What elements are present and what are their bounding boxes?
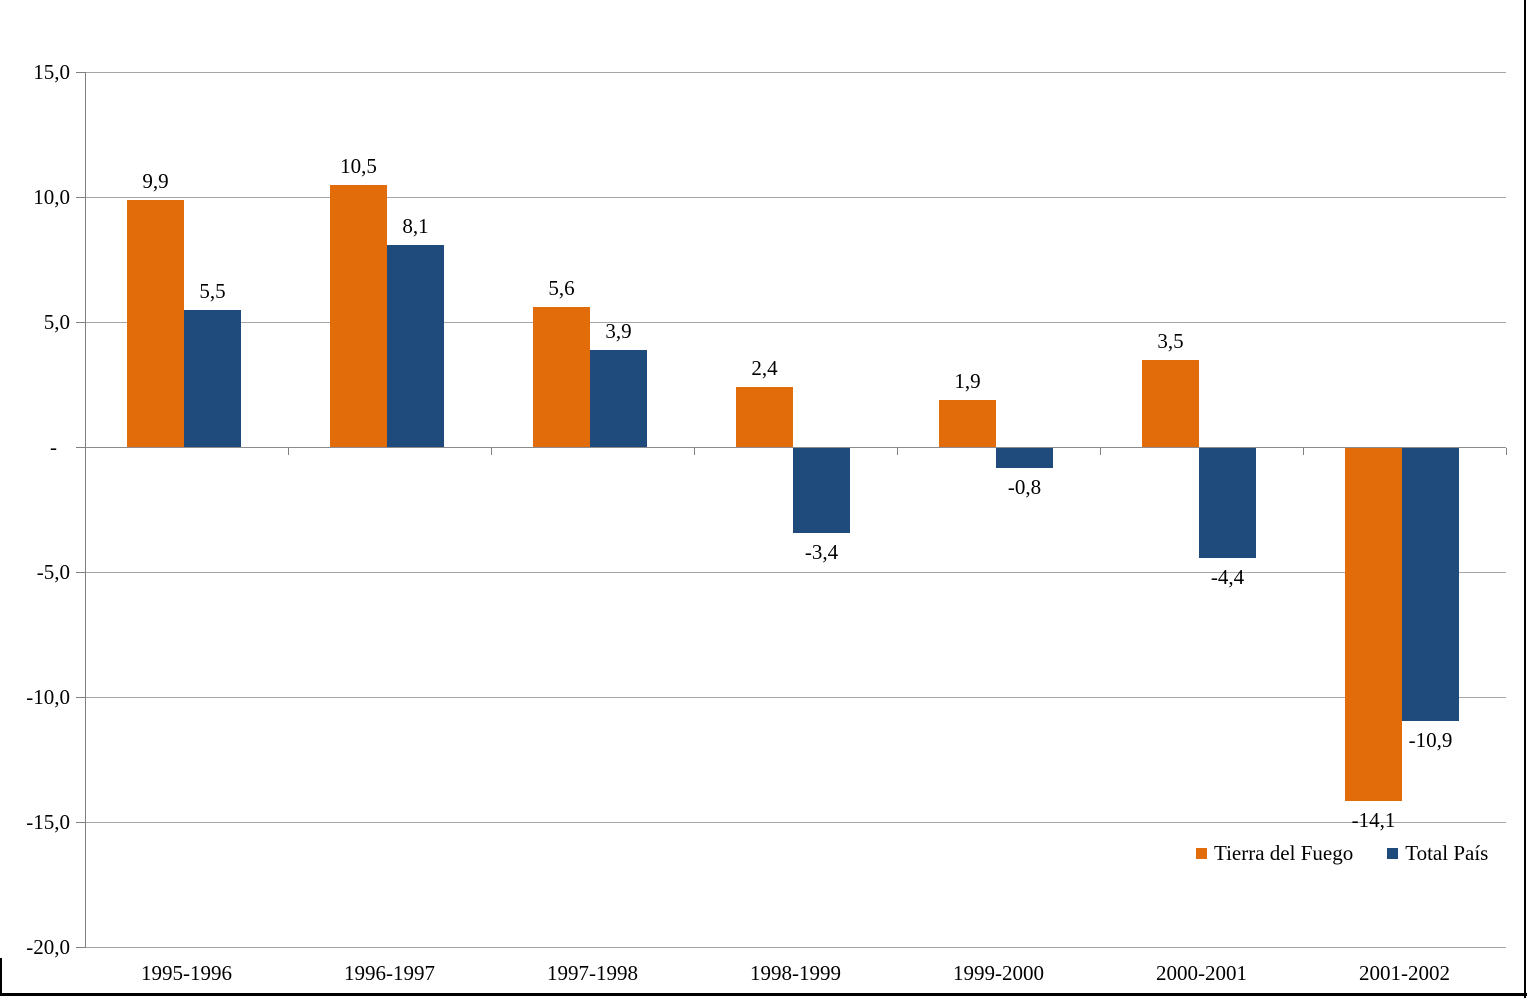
y-axis-tick bbox=[76, 72, 85, 73]
chart-border-bottom bbox=[0, 993, 1527, 996]
y-axis-label: - bbox=[50, 435, 57, 459]
data-label: 10,5 bbox=[340, 153, 377, 178]
bar-tierra-del-fuego bbox=[736, 387, 793, 447]
legend-label-tierra-del-fuego: Tierra del Fuego bbox=[1214, 841, 1354, 865]
chart-border-left bbox=[0, 958, 2, 996]
legend-label-total-pais: Total País bbox=[1405, 841, 1489, 865]
y-axis-label: 5,0 bbox=[43, 310, 70, 334]
bar-tierra-del-fuego bbox=[330, 184, 387, 447]
category-axis-tick bbox=[1506, 448, 1507, 455]
category-axis-tick bbox=[1100, 448, 1101, 455]
bar-tierra-del-fuego bbox=[939, 399, 996, 447]
data-label: -4,4 bbox=[1210, 565, 1245, 589]
chart-border-right bbox=[1524, 0, 1526, 998]
data-label: 8,1 bbox=[402, 213, 429, 238]
y-gridline bbox=[85, 322, 1506, 323]
y-axis-line bbox=[85, 72, 86, 948]
data-label: -0,8 bbox=[1007, 475, 1042, 499]
category-axis-tick bbox=[694, 448, 695, 455]
tierra-del-fuego-swatch-icon bbox=[1196, 848, 1207, 859]
data-label: -10,9 bbox=[1408, 727, 1453, 752]
legend-item-total-pais: Total País bbox=[1387, 841, 1488, 866]
x-axis-label: 1999-2000 bbox=[953, 961, 1044, 985]
data-label: 5,6 bbox=[548, 276, 575, 300]
y-axis-label: -15,0 bbox=[26, 810, 70, 834]
bar-total-pais bbox=[996, 448, 1053, 468]
y-axis-tick bbox=[76, 822, 85, 823]
x-axis-label: 1995-1996 bbox=[141, 961, 232, 985]
data-label: 5,5 bbox=[199, 278, 226, 303]
bar-total-pais bbox=[1402, 448, 1459, 721]
y-axis-label: -20,0 bbox=[26, 935, 70, 959]
y-axis-tick bbox=[76, 322, 85, 323]
y-gridline bbox=[85, 572, 1506, 573]
bar-total-pais bbox=[793, 448, 850, 533]
data-label: -14,1 bbox=[1351, 807, 1396, 832]
bar-total-pais bbox=[387, 244, 444, 447]
legend: Tierra del Fuego Total País bbox=[1196, 841, 1488, 866]
y-gridline bbox=[85, 697, 1506, 698]
bar-tierra-del-fuego bbox=[1345, 448, 1402, 801]
y-axis-tick bbox=[76, 572, 85, 573]
category-axis-tick bbox=[85, 448, 86, 455]
y-axis-tick bbox=[76, 197, 85, 198]
bar-total-pais bbox=[1199, 448, 1256, 558]
y-axis-tick bbox=[76, 447, 85, 448]
total-pais-swatch-icon bbox=[1387, 848, 1399, 859]
y-axis-label: -10,0 bbox=[26, 685, 70, 709]
y-gridline bbox=[85, 822, 1506, 823]
data-label: 2,4 bbox=[751, 356, 778, 380]
category-axis-tick bbox=[897, 448, 898, 455]
data-label: 1,9 bbox=[954, 368, 981, 393]
bar-tierra-del-fuego bbox=[127, 199, 184, 447]
legend-item-tierra-del-fuego: Tierra del Fuego bbox=[1196, 841, 1353, 866]
x-axis-label: 1998-1999 bbox=[750, 961, 841, 985]
bar-tierra-del-fuego bbox=[1142, 359, 1199, 447]
y-axis-label: 15,0 bbox=[33, 60, 70, 84]
bar-total-pais bbox=[590, 349, 647, 447]
x-axis-label: 2000-2001 bbox=[1156, 961, 1247, 985]
x-axis-label: 2001-2002 bbox=[1359, 961, 1450, 985]
data-label: 3,9 bbox=[605, 318, 632, 343]
zero-axis-line bbox=[85, 447, 1506, 448]
y-axis-tick bbox=[76, 697, 85, 698]
data-label: 3,5 bbox=[1157, 328, 1184, 353]
x-axis-label: 1996-1997 bbox=[344, 961, 435, 985]
category-axis-tick bbox=[491, 448, 492, 455]
category-axis-tick bbox=[288, 448, 289, 455]
y-gridline bbox=[85, 947, 1506, 948]
x-axis-label: 1997-1998 bbox=[547, 961, 638, 985]
y-gridline bbox=[85, 197, 1506, 198]
y-axis-tick bbox=[76, 947, 85, 948]
y-axis-label: 10,0 bbox=[33, 185, 70, 209]
y-gridline bbox=[85, 72, 1506, 73]
category-axis-tick bbox=[1303, 448, 1304, 455]
bar-total-pais bbox=[184, 309, 241, 447]
y-axis-label: -5,0 bbox=[36, 560, 70, 584]
data-label: -3,4 bbox=[804, 540, 839, 564]
bar-tierra-del-fuego bbox=[533, 307, 590, 447]
data-label: 9,9 bbox=[142, 168, 169, 193]
